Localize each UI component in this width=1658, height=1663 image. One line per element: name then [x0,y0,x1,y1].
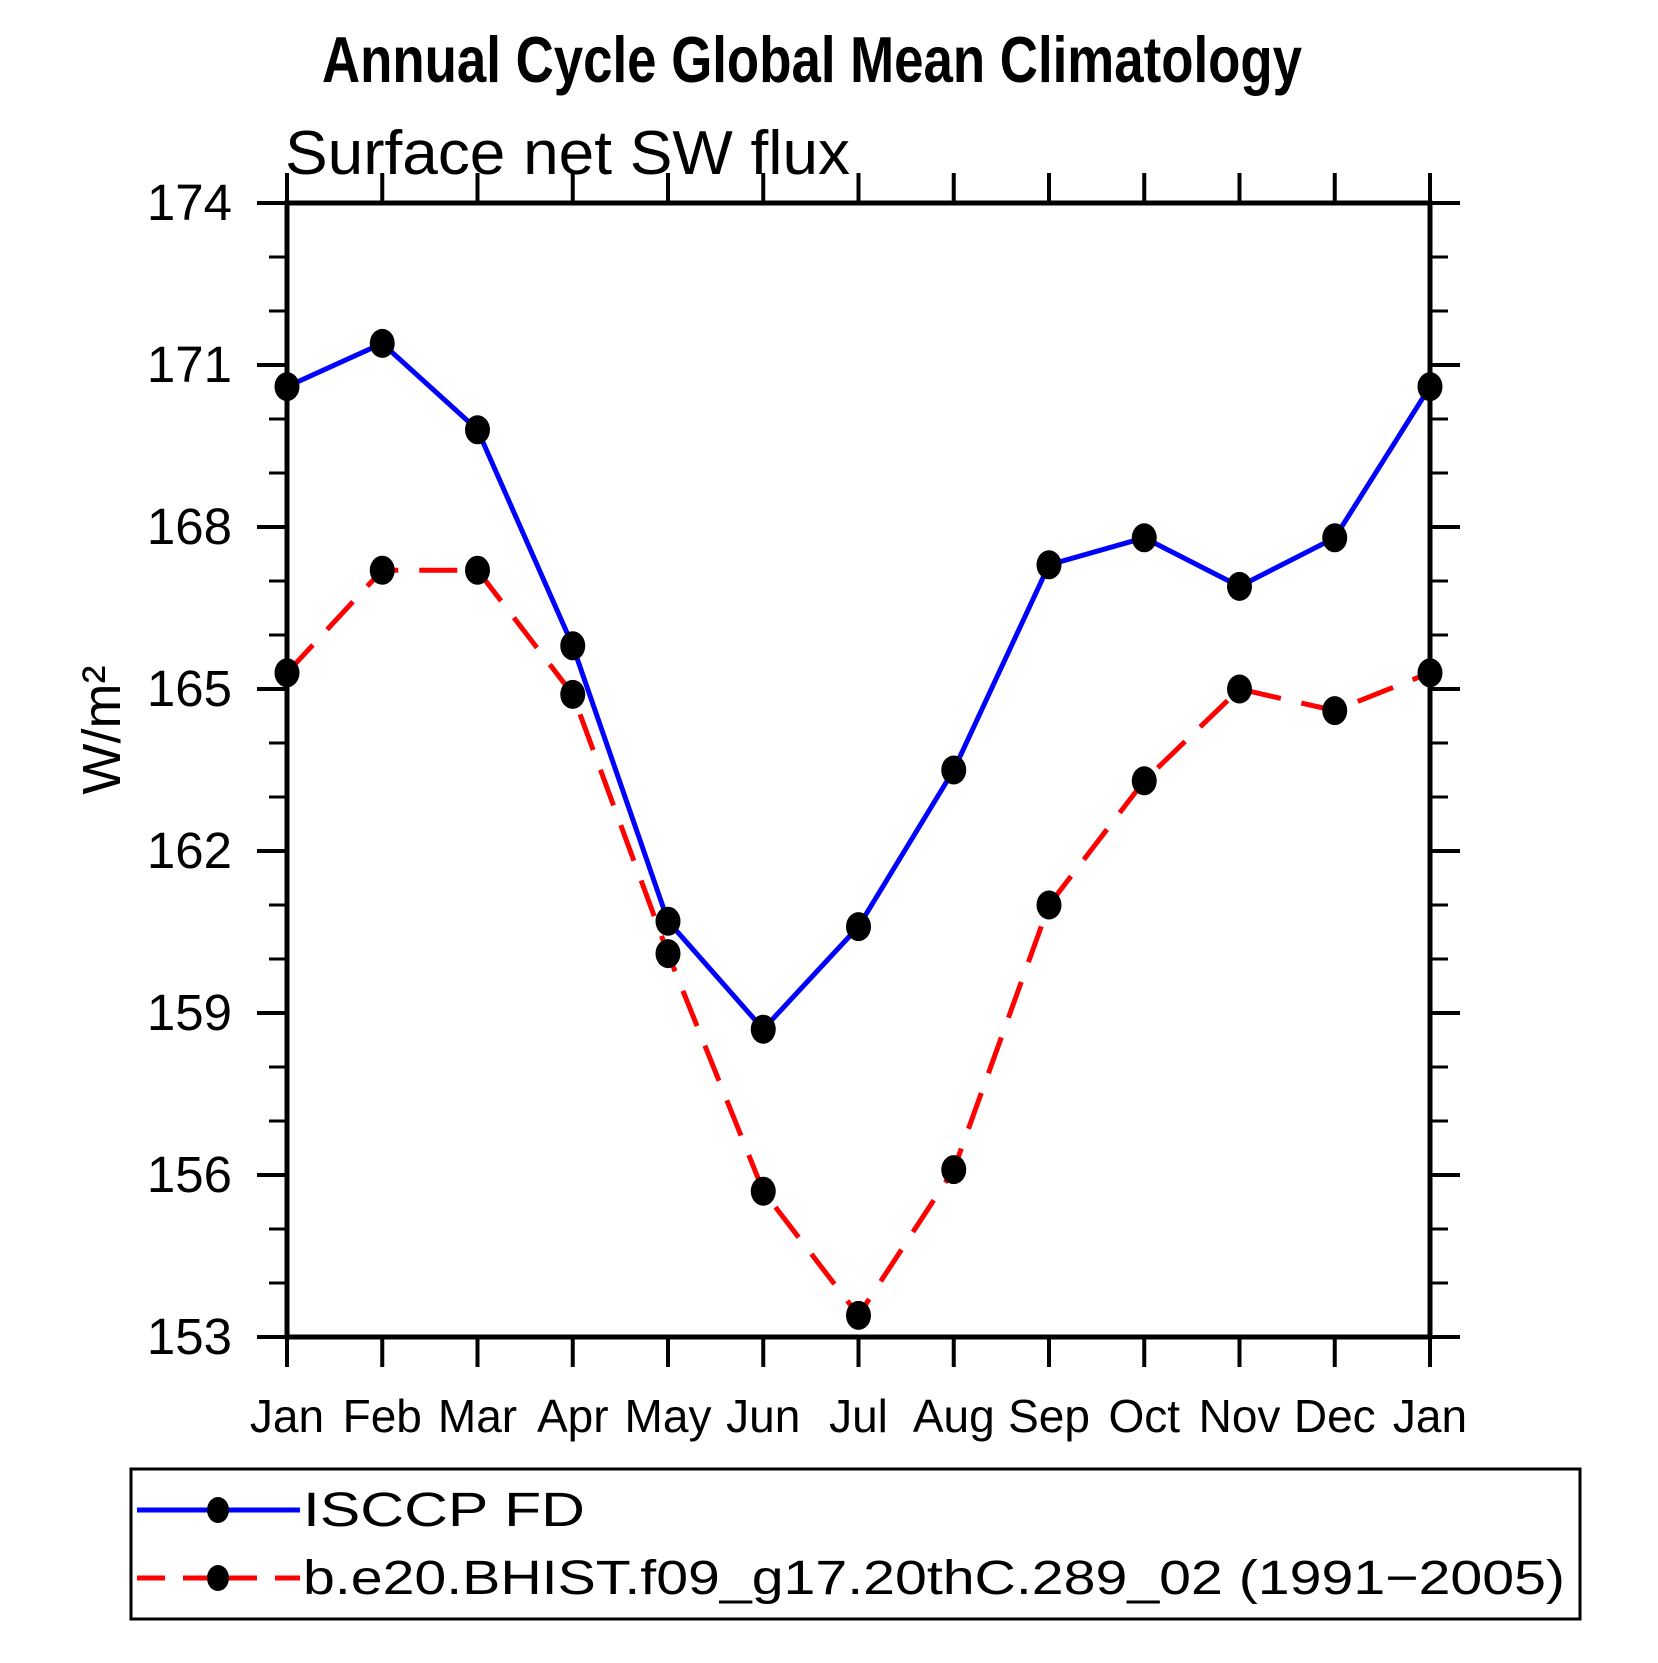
data-point-marker [846,1300,871,1330]
x-tick-label: Jan [1393,1390,1467,1442]
data-point-marker [941,755,967,785]
chart-subtitle: Surface net SW flux [285,119,850,188]
x-tick-label: Jul [829,1390,888,1442]
legend-sample-marker [207,1497,229,1523]
y-tick-label: 159 [147,984,232,1041]
data-point-marker [750,1014,776,1044]
data-point-marker [1036,890,1062,920]
data-point-marker [560,679,586,709]
plot-frame [284,200,1433,1340]
data-point-marker [1417,372,1443,402]
data-point-marker [369,328,395,358]
data-point-marker [846,912,871,942]
y-tick-label: 153 [147,1308,232,1365]
plot-layer: 153 156 159 162 165 168 171 174 Jan Feb Mar Apr May J… [147,173,1467,1442]
y-tick-label: 162 [147,822,232,879]
data-point-marker [465,415,490,445]
data-point-marker [1322,696,1348,726]
legend-sample-marker [207,1565,229,1591]
legend-samples [137,1497,300,1591]
data-point-marker [655,906,681,936]
x-tick-label: Feb [343,1390,422,1442]
series-line [285,567,1431,1320]
legend-label-model: b.e20.BHIST.f09_g17.20thC.289_02 (1991−2… [303,1552,1565,1605]
y-tick-label: 171 [147,336,232,393]
data-point-marker [941,1155,967,1185]
y-tick-label: 174 [147,174,232,231]
data-point-marker [369,555,395,585]
data-point-marker [274,372,300,402]
y-axis-label: W/m² [72,666,132,795]
data-point-marker [750,1176,776,1206]
x-tick-label: Sep [1008,1390,1090,1442]
x-tick-label: Aug [913,1390,995,1442]
y-tick-label: 156 [147,1146,232,1203]
data-point-marker [1131,523,1157,553]
data-point-marker [1131,766,1157,796]
x-tick-label: Jan [250,1390,324,1442]
y-tick-label: 165 [147,660,232,717]
x-tick-label: May [625,1390,712,1442]
data-point-marker [1322,523,1348,553]
data-point-marker [1227,674,1252,704]
x-tick-label: Jun [726,1390,800,1442]
y-tick-label: 168 [147,498,232,555]
x-tick-label: Nov [1199,1390,1281,1442]
legend-border [129,1467,1582,1621]
data-point-marker [1417,658,1443,688]
x-tick-label: Dec [1294,1390,1376,1442]
x-tick-label: Apr [537,1390,609,1442]
data-point-marker [274,658,300,688]
data-point-marker [1036,550,1062,580]
data-point-marker [1227,571,1252,601]
data-point-marker [560,631,586,661]
chart-title: Annual Cycle Global Mean Climatology [322,23,1302,96]
data-point-marker [465,555,490,585]
data-point-marker [655,939,681,969]
x-tick-label: Oct [1108,1390,1180,1442]
legend-label-isccp: ISCCP FD [303,1484,585,1537]
x-tick-label: Mar [438,1390,517,1442]
legend-box: ISCCP FD b.e20.BHIST.f09_g17.20thC.289_0… [129,1467,1582,1621]
